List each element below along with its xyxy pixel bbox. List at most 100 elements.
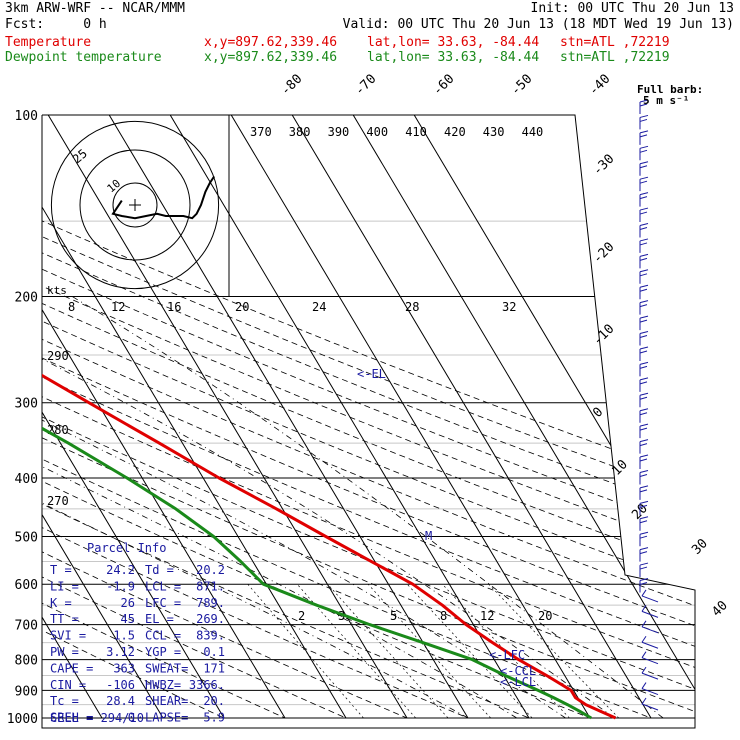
wind-barb-4 [639, 161, 649, 176]
isotherm-label--50: -50 [508, 72, 535, 99]
wind-barb-29 [639, 547, 649, 562]
wind-barb-23 [639, 454, 649, 470]
parcel-row-7-value2: 3366. [189, 678, 225, 692]
wind-barb-1 [639, 114, 649, 130]
theta-label-440: 440 [522, 125, 544, 139]
parcel-row-5-label: PW = [50, 645, 79, 659]
parcel-row-1-value2: 871. [196, 579, 225, 593]
parcel-row-7-label: CIN = [50, 678, 86, 692]
forecast-hour: Fcst: 0 h [5, 17, 107, 32]
isotherm-label--10: -10 [590, 322, 617, 349]
moist-adiabat-32 [71, 296, 664, 719]
dry-adiabat-80 [42, 115, 695, 719]
parcel-row-6-label: CAPE = [50, 661, 93, 675]
parcel-row-0-label: T = [50, 563, 72, 577]
isotherm-label-30: 30 [689, 536, 711, 558]
hodograph-ring-1 [79, 149, 191, 261]
ccl-marker: <-CCL [500, 664, 536, 678]
wind-barb-17 [639, 361, 649, 377]
wind-barb-0 [639, 99, 649, 114]
mixing-ratio-8 [406, 583, 533, 719]
legend-temperature-name: Temperature [5, 35, 92, 50]
pressure-label-500: 500 [15, 530, 38, 545]
legend-dewpoint-latlon: lat,lon= 33.63, -84.44 [367, 50, 540, 65]
pressure-label-1000: 1000 [7, 712, 38, 727]
legend-dewpoint-name: Dewpoint temperature [5, 50, 162, 65]
wind-barb-28 [639, 531, 649, 547]
pressure-label-100: 100 [15, 109, 38, 124]
init-time: Init: 00 UTC Thu 20 Jun 13 [530, 1, 735, 16]
isotherm-label--20: -20 [590, 240, 617, 267]
parcel-row-4-value2: 839. [196, 629, 225, 643]
mixing-ratio-12 [442, 583, 570, 719]
wind-barb-2 [639, 130, 649, 145]
mixing-ratio-20 [488, 583, 620, 719]
dry-adiabat-10 [42, 115, 530, 719]
legend-temperature-latlon: lat,lon= 33.63, -84.44 [367, 35, 540, 50]
parcel-row-8-label: Tc = [50, 694, 79, 708]
parcel-row-7-value: -106 [106, 678, 135, 692]
pressure-label-700: 700 [15, 619, 38, 634]
mixing-ratio-label-3: 3 [338, 609, 345, 623]
dry-adiabat-150 [42, 115, 695, 719]
parcel-row-5-value: 3.12 [106, 645, 135, 659]
el-marker: <-EL [357, 367, 386, 381]
parcel-row-3-value: 45 [121, 612, 135, 626]
moist-adiabat-16 [42, 296, 566, 719]
parcel-row-9-label: SREH = [50, 711, 93, 725]
mixing-ratio-label-12: 12 [480, 609, 494, 623]
isotherm-20 [230, 115, 591, 719]
dry-adiabat-20 [42, 115, 591, 719]
parcel-row-3-label2: EL = [145, 612, 174, 626]
pressure-label-400: 400 [15, 472, 38, 487]
mixing-ratio-top-label-24: 24 [312, 300, 326, 314]
theta-label-400: 400 [366, 125, 388, 139]
dry-adiabat-160 [42, 115, 695, 719]
parcel-row-3-value2: 269. [196, 612, 225, 626]
legend-dewpoint-xy: x,y=897.62,339.46 [204, 50, 338, 65]
theta-label-270: 270 [47, 494, 69, 508]
parcel-row-1-value: -1.9 [106, 579, 135, 593]
pressure-label-900: 900 [15, 684, 38, 699]
isotherm-30 [291, 115, 652, 719]
theta-label-410: 410 [405, 125, 427, 139]
parcel-row-2-label2: LFC = [145, 596, 181, 610]
mixing-ratio-1 [247, 583, 364, 719]
wind-barb-15 [639, 331, 649, 346]
isotherm--40 [42, 115, 225, 719]
moist-adiabat-8 [42, 296, 518, 719]
parcel-row-1-label2: LCL = [145, 579, 181, 593]
wind-barb-7 [639, 207, 649, 223]
theta-label-280: 280 [47, 423, 69, 437]
hodograph-ring-0 [112, 182, 158, 228]
parcel-row-0-value: 24.2 [106, 563, 135, 577]
isotherm-label-40: 40 [709, 598, 731, 620]
parcel-info-title: Parcel Info [87, 541, 166, 555]
wind-barb-31 [639, 578, 649, 593]
theta-label-370: 370 [250, 125, 272, 139]
legend-dewpoint-stn: stn=ATL ,72219 [560, 50, 670, 65]
wind-barb-20 [639, 408, 649, 423]
wind-barb-30 [639, 562, 649, 578]
parcel-row-4-label: SVI = [50, 629, 86, 643]
theta-label-420: 420 [444, 125, 466, 139]
wind-barb-33 [641, 605, 659, 618]
parcel-row-0-label2: Td = [145, 563, 174, 577]
hodograph-ring-label-10: 10 [105, 177, 124, 195]
parcel-row-2-label: K = [50, 596, 72, 610]
dry-adiabat--10 [42, 115, 408, 719]
theta-label-380: 380 [289, 125, 311, 139]
parcel-row-1-label: LI = [50, 579, 79, 593]
dry-adiabat-140 [42, 115, 695, 719]
wind-barb-5 [639, 176, 649, 192]
mixing-ratio-label-2: 2 [298, 609, 305, 623]
wind-barb-25 [639, 485, 649, 500]
theta-label-290: 290 [47, 349, 69, 363]
parcel-row-5-label2: YGP = [145, 645, 181, 659]
chart-frame [41, 114, 696, 729]
parcel-row-9-value: 0 [128, 711, 135, 725]
wind-barb-36 [641, 651, 659, 665]
parcel-row-2-value: 26 [121, 596, 135, 610]
isotherm--20 [42, 115, 347, 719]
mixing-ratio-label-5: 5 [390, 609, 397, 623]
